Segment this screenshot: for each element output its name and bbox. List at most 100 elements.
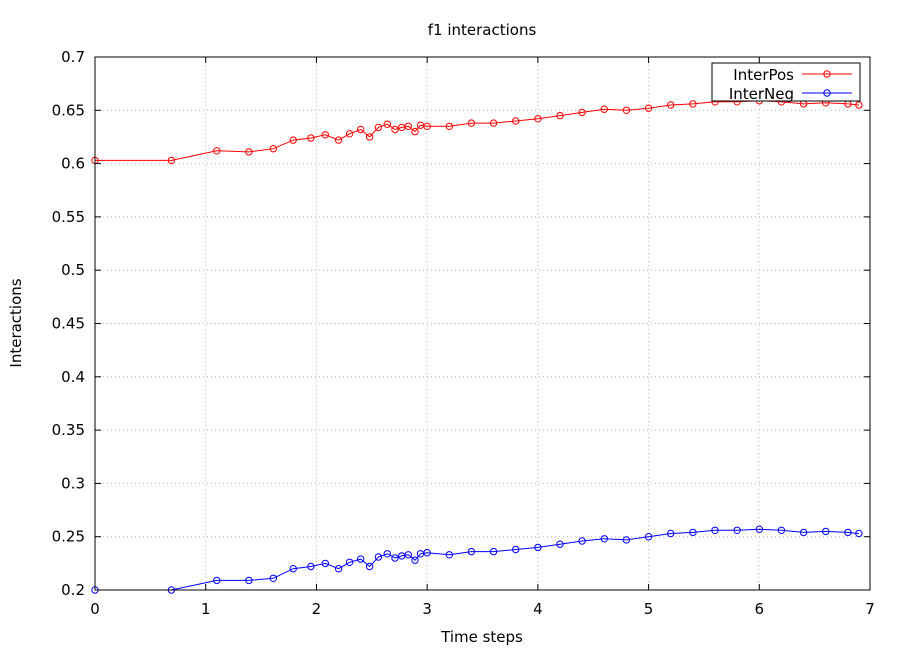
data-point-interpos [334,136,343,144]
chart-title: f1 interactions [428,21,537,39]
y-tick-label: 0.65 [52,101,85,119]
data-point-interneg [644,533,653,541]
data-point-interneg [307,562,315,571]
data-point-interneg [689,528,697,537]
data-point-interpos [345,130,354,138]
data-point-interpos [321,131,329,139]
y-tick-label: 0.45 [52,315,85,333]
legend-marker-interpos [823,70,831,78]
y-tick-label: 0.25 [52,528,85,546]
data-point-interneg [512,545,520,554]
data-point-interpos [404,122,412,131]
legend: InterPos InterNeg [711,62,861,103]
data-point-interpos [534,115,542,123]
series-interpos [91,97,863,165]
data-point-interpos [289,136,297,144]
data-point-interneg [578,537,586,545]
data-point-interpos [245,148,253,156]
data-point-interneg [357,555,365,563]
data-point-interneg [534,543,542,552]
legend-label-interpos: InterPos [733,66,794,84]
series-line-interneg [95,528,859,591]
y-tick-label: 0.3 [61,474,85,492]
data-point-interneg [489,547,498,556]
tick-layer: 0 1 2 3 4 5 6 7 0.2 0.25 0.3 0.35 0.4 0.45 0.5 0.55 0.6 0… [52,48,875,618]
data-point-interpos [622,106,631,115]
data-point-interpos [489,119,498,127]
data-point-interneg [855,529,863,538]
data-point-interneg [334,565,343,573]
data-point-interneg [667,529,675,538]
data-point-interpos [667,101,675,109]
data-point-interneg [269,574,277,582]
x-tick-label: 5 [644,600,654,618]
data-point-interneg [777,526,786,534]
x-tick-label: 1 [201,600,211,618]
data-point-interneg [445,551,453,559]
x-tick-label: 7 [865,600,875,618]
x-tick-label: 0 [90,600,100,618]
y-tick-label: 0.35 [52,421,85,439]
data-point-interneg [622,536,631,544]
data-point-interpos [423,122,431,131]
data-point-interpos [445,122,453,131]
x-tick-label: 6 [755,600,765,618]
data-point-interneg [755,525,763,533]
x-tick-label: 2 [312,600,322,618]
data-point-interpos [357,125,365,134]
data-point-interneg [245,576,253,585]
data-point-interneg [711,526,719,534]
data-point-interpos [411,127,419,136]
x-axis-label: Time steps [440,628,523,646]
legend-box [711,62,861,102]
y-tick-label: 0.6 [61,155,85,173]
grid [95,57,870,590]
data-point-interpos [383,120,391,128]
data-point-interpos [391,125,399,134]
data-point-interpos [467,119,476,127]
data-point-interpos [213,147,221,155]
data-point-interneg [213,576,221,585]
data-point-interpos [578,108,586,117]
data-point-interpos [556,111,564,120]
data-point-interpos [855,101,863,109]
data-point-interpos [167,156,176,165]
series-line-interpos [95,100,859,161]
legend-label-interneg: InterNeg [729,85,794,103]
data-point-interneg [321,559,329,568]
data-point-interpos [644,104,653,112]
data-point-interneg [822,527,830,536]
y-tick-label: 0.5 [61,261,85,279]
y-tick-label: 0.7 [61,48,85,66]
data-point-interneg [423,549,431,557]
x-tick-label: 3 [422,600,432,618]
data-point-interneg [467,547,476,556]
data-point-interneg [799,528,808,537]
x-tick-label: 4 [533,600,543,618]
y-tick-label: 0.55 [52,208,85,226]
data-point-interpos [307,134,315,142]
data-point-interpos [374,123,383,132]
data-point-interpos [269,145,277,153]
data-point-interneg [556,540,564,548]
data-point-interneg [365,562,374,571]
data-point-interpos [512,117,520,125]
data-point-interneg [374,553,383,561]
series-interneg [91,525,863,594]
data-point-interneg [289,565,297,573]
data-point-interneg [600,535,608,543]
data-point-interneg [345,558,354,566]
series-layer [91,97,863,594]
data-point-interneg [411,556,419,564]
y-axis-label: Interactions [7,278,25,367]
data-point-interpos [365,133,374,141]
data-point-interneg [391,554,399,562]
data-point-interneg [733,526,741,534]
y-tick-label: 0.2 [61,581,85,599]
data-point-interneg [404,551,412,559]
data-point-interneg [844,528,852,537]
data-point-interpos [600,105,608,113]
y-tick-label: 0.4 [61,368,85,386]
legend-marker-interneg [823,89,831,97]
